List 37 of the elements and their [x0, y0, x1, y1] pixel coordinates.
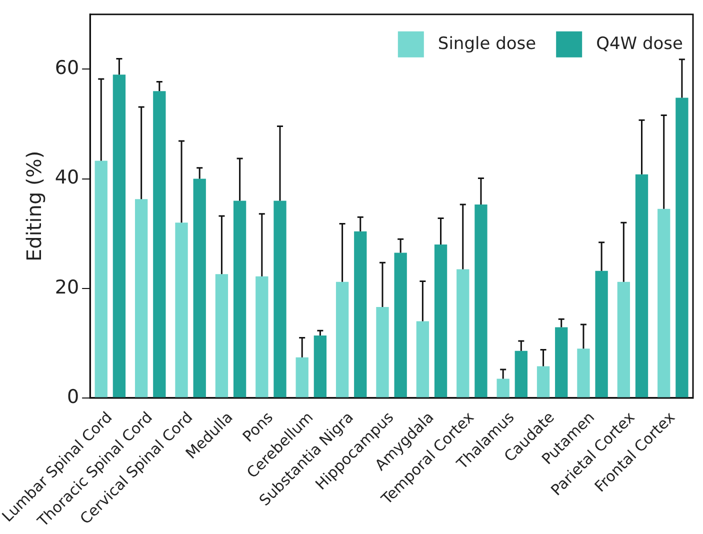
bar [496, 378, 510, 398]
bar [193, 178, 206, 398]
bar [595, 270, 608, 398]
bar [215, 274, 228, 398]
bar [112, 74, 126, 398]
bar [153, 91, 166, 398]
bar [635, 174, 648, 398]
bar [175, 222, 188, 398]
bar [314, 336, 327, 398]
bar [94, 160, 108, 398]
y-axis-title: Editing (%) [22, 150, 46, 262]
bar [536, 366, 550, 398]
bar [676, 98, 688, 398]
bar [354, 231, 367, 398]
bar [456, 269, 470, 398]
bar [514, 350, 528, 398]
bar [474, 204, 488, 398]
bar [658, 208, 670, 398]
y-tick-label: 20 [54, 276, 80, 298]
bar [336, 282, 349, 398]
bar [376, 307, 389, 398]
bar [577, 348, 590, 398]
bar [296, 357, 308, 398]
bar [416, 321, 430, 398]
bar [394, 252, 407, 398]
bar [134, 199, 148, 398]
bar [233, 200, 246, 398]
bar [256, 276, 268, 398]
y-tick-label: 0 [66, 386, 80, 408]
y-tick-label: 40 [54, 166, 80, 189]
legend-label: Q4W dose [596, 34, 684, 54]
legend-label: Single dose [438, 34, 536, 54]
y-tick-label: 60 [54, 57, 80, 80]
bar [555, 327, 568, 398]
bar [434, 244, 448, 398]
bar [274, 200, 286, 398]
bar [617, 282, 630, 398]
